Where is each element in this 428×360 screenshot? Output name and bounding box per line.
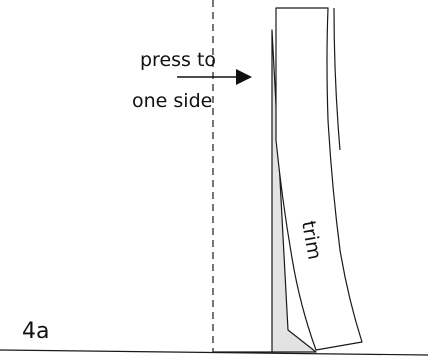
instruction-line-1: press to bbox=[140, 49, 216, 71]
press-arrow-head bbox=[236, 69, 252, 85]
trim-strip bbox=[275, 7, 363, 351]
seam-allowance-wedge bbox=[271, 29, 317, 353]
instruction-line-2: one side bbox=[132, 90, 212, 112]
fabric-side-edge bbox=[333, 7, 341, 151]
step-label: 4a bbox=[22, 319, 49, 344]
